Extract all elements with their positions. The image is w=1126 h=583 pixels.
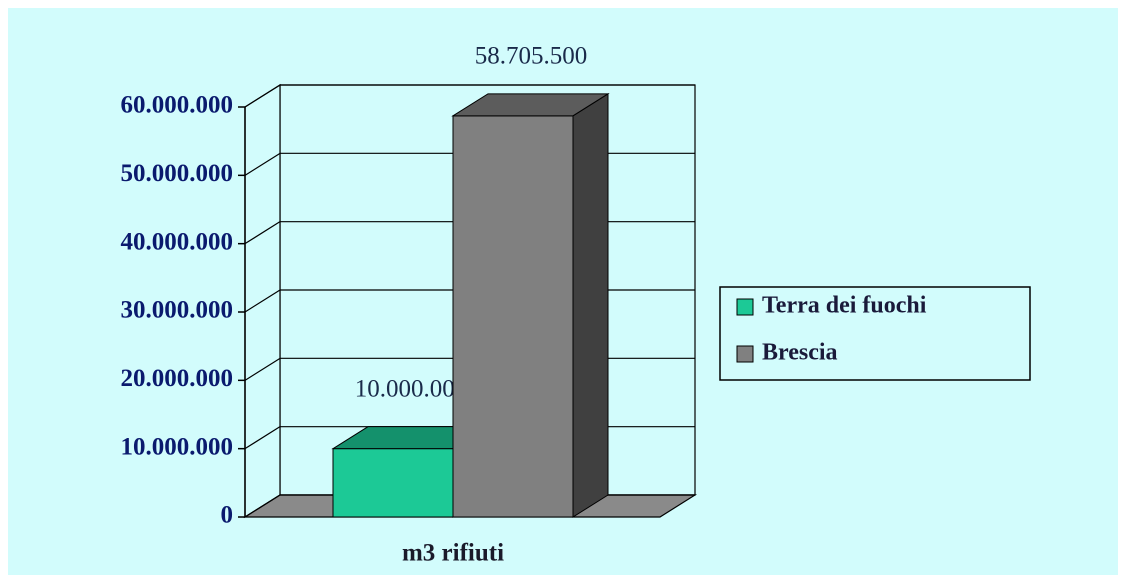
legend-label: Terra dei fuochi <box>762 293 927 319</box>
bar <box>452 115 574 518</box>
legend-label: Brescia <box>762 340 838 366</box>
grid-line <box>244 289 281 313</box>
grid-line <box>244 426 281 450</box>
x-tick-label: m3 rifiuti <box>402 540 504 567</box>
y-tick-label: 30.000.000 <box>121 297 234 324</box>
bar-top <box>451 93 610 117</box>
grid-line <box>244 221 281 245</box>
grid-line <box>244 152 281 176</box>
data-label: 10.000.000 <box>355 375 468 402</box>
legend-box <box>719 286 1031 381</box>
bar <box>332 448 454 518</box>
y-tick-label: 50.000.000 <box>121 160 234 187</box>
y-tick-label: 0 <box>221 502 234 529</box>
y-tick-label: 10.000.000 <box>121 433 234 460</box>
grid-line <box>244 494 281 518</box>
bar-side <box>572 92 609 518</box>
y-tick-label: 40.000.000 <box>121 228 234 255</box>
y-tick-label: 60.000.000 <box>121 92 234 119</box>
legend-swatch <box>736 298 754 316</box>
y-tick-label: 20.000.000 <box>121 365 234 392</box>
legend-swatch <box>736 345 754 363</box>
grid-line <box>244 84 281 108</box>
data-label: 58.705.500 <box>475 43 588 70</box>
grid-line <box>244 357 281 381</box>
